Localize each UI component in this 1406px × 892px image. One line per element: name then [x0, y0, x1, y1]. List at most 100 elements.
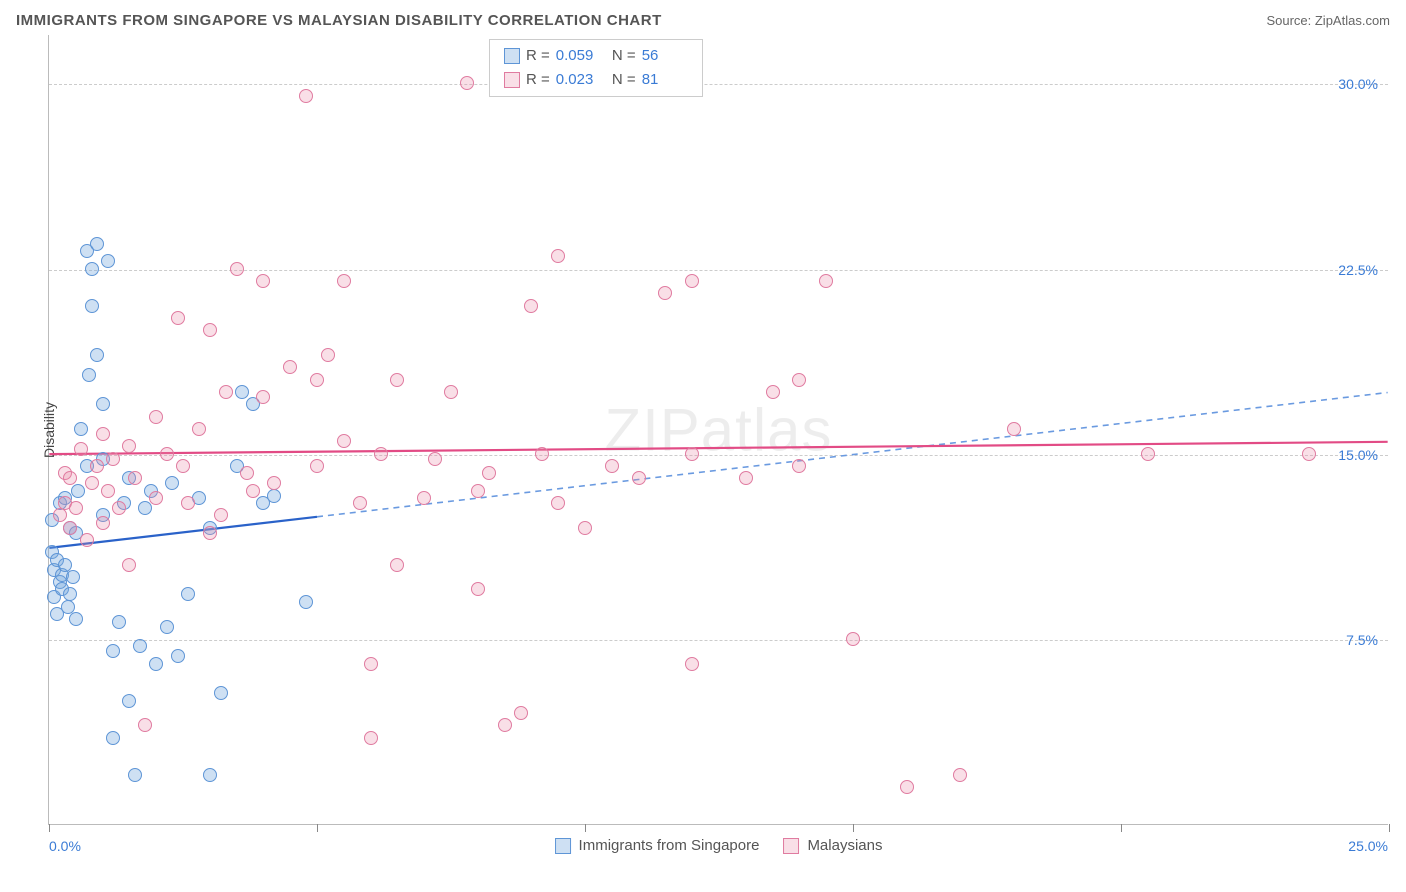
scatter-point — [1007, 422, 1021, 436]
n-value-0: 56 — [642, 44, 688, 68]
scatter-point — [128, 768, 142, 782]
scatter-point — [74, 422, 88, 436]
scatter-point — [66, 570, 80, 584]
scatter-point — [112, 615, 126, 629]
scatter-point — [337, 274, 351, 288]
scatter-point — [353, 496, 367, 510]
scatter-point — [85, 262, 99, 276]
scatter-point — [165, 476, 179, 490]
scatter-point — [551, 249, 565, 263]
scatter-point — [551, 496, 565, 510]
scatter-point — [364, 657, 378, 671]
scatter-point — [739, 471, 753, 485]
scatter-point — [256, 274, 270, 288]
scatter-point — [390, 373, 404, 387]
scatter-point — [203, 323, 217, 337]
r-value-1: 0.023 — [556, 68, 602, 92]
r-value-0: 0.059 — [556, 44, 602, 68]
legend-swatch-malaysians — [504, 72, 520, 88]
scatter-point — [230, 262, 244, 276]
legend-label-1: Malaysians — [807, 837, 882, 854]
bottom-legend: Immigrants from Singapore Malaysians — [555, 837, 883, 854]
scatter-point — [106, 452, 120, 466]
scatter-point — [160, 447, 174, 461]
scatter-point — [524, 299, 538, 313]
scatter-point — [203, 526, 217, 540]
scatter-point — [417, 491, 431, 505]
scatter-point — [283, 360, 297, 374]
scatter-point — [792, 373, 806, 387]
scatter-point — [953, 768, 967, 782]
scatter-point — [364, 731, 378, 745]
scatter-point — [632, 471, 646, 485]
scatter-point — [63, 587, 77, 601]
scatter-point — [171, 649, 185, 663]
scatter-point — [128, 471, 142, 485]
plot-area: Disability ZIPatlas R = 0.059 N = 56 R =… — [48, 35, 1388, 825]
scatter-point — [85, 476, 99, 490]
scatter-point — [535, 447, 549, 461]
scatter-point — [122, 558, 136, 572]
scatter-point — [74, 442, 88, 456]
scatter-point — [219, 385, 233, 399]
scatter-point — [321, 348, 335, 362]
scatter-point — [101, 254, 115, 268]
scatter-point — [106, 731, 120, 745]
scatter-point — [138, 718, 152, 732]
scatter-point — [685, 657, 699, 671]
scatter-point — [176, 459, 190, 473]
scatter-point — [122, 439, 136, 453]
scatter-point — [90, 348, 104, 362]
scatter-point — [471, 582, 485, 596]
scatter-point — [181, 496, 195, 510]
legend-swatch-malaysians — [783, 838, 799, 854]
scatter-point — [792, 459, 806, 473]
scatter-point — [90, 237, 104, 251]
legend-swatch-singapore — [555, 838, 571, 854]
n-label: N = — [608, 68, 636, 92]
scatter-point — [149, 410, 163, 424]
chart-title: IMMIGRANTS FROM SINGAPORE VS MALAYSIAN D… — [16, 12, 662, 29]
scatter-point — [374, 447, 388, 461]
scatter-point — [299, 89, 313, 103]
scatter-point — [240, 466, 254, 480]
scatter-point — [444, 385, 458, 399]
scatter-point — [514, 706, 528, 720]
scatter-point — [819, 274, 833, 288]
scatter-point — [112, 501, 126, 515]
scatter-point — [133, 639, 147, 653]
chart-container: IMMIGRANTS FROM SINGAPORE VS MALAYSIAN D… — [12, 12, 1394, 880]
scatter-point — [69, 501, 83, 515]
y-tick-label: 15.0% — [1338, 447, 1378, 463]
y-tick-label: 30.0% — [1338, 76, 1378, 92]
scatter-point — [203, 768, 217, 782]
scatter-point — [267, 476, 281, 490]
scatter-point — [498, 718, 512, 732]
scatter-point — [90, 459, 104, 473]
scatter-point — [460, 76, 474, 90]
scatter-point — [106, 644, 120, 658]
scatter-point — [181, 587, 195, 601]
scatter-point — [214, 508, 228, 522]
source-attribution: Source: ZipAtlas.com — [1266, 13, 1390, 28]
scatter-point — [246, 484, 260, 498]
x-tick — [1121, 824, 1122, 832]
trend-lines-svg — [49, 35, 1388, 824]
scatter-point — [471, 484, 485, 498]
scatter-point — [101, 484, 115, 498]
legend-swatch-singapore — [504, 48, 520, 64]
scatter-point — [214, 686, 228, 700]
scatter-point — [53, 508, 67, 522]
r-label: R = — [526, 68, 550, 92]
title-row: IMMIGRANTS FROM SINGAPORE VS MALAYSIAN D… — [12, 12, 1394, 35]
x-tick — [853, 824, 854, 832]
scatter-point — [846, 632, 860, 646]
scatter-point — [310, 459, 324, 473]
scatter-point — [310, 373, 324, 387]
scatter-point — [1141, 447, 1155, 461]
scatter-point — [82, 368, 96, 382]
scatter-point — [171, 311, 185, 325]
scatter-point — [71, 484, 85, 498]
scatter-point — [1302, 447, 1316, 461]
scatter-point — [578, 521, 592, 535]
